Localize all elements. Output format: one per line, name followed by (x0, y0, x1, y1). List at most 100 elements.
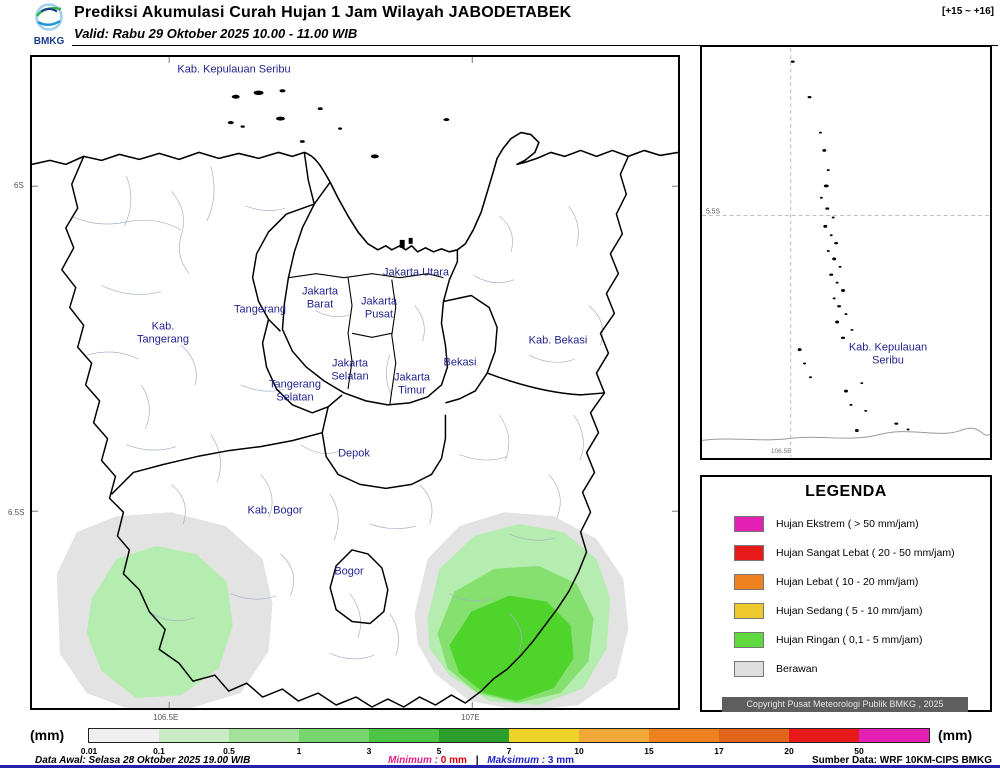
scale-tick-label: 0.1 (153, 746, 165, 756)
page-title: Prediksi Akumulasi Curah Hujan 1 Jam Wil… (74, 4, 572, 21)
graticule-ticks (32, 57, 678, 708)
scale-tick-label: 17 (714, 746, 724, 756)
scale-tick-label: 5 (436, 746, 442, 756)
scale-tick-label: 0.5 (223, 746, 235, 756)
lat-label-6s: 6S (14, 181, 24, 190)
scale-tick-label: 3 (366, 746, 372, 756)
scale-segment (369, 729, 439, 742)
scale-tick-label: 50 (854, 746, 864, 756)
scale-unit-left: (mm) (30, 727, 65, 743)
scale-segment (859, 729, 929, 742)
footer-max-value: 3 mm (547, 755, 574, 766)
inset-lat-label: 5.5S (706, 209, 721, 216)
map-label-tangerang-selatan: Tangerang Selatan (269, 378, 321, 403)
legend-item-ekstrem: Hujan Ekstrem ( > 50 mm/jam) (734, 516, 919, 532)
legend-item-ringan: Hujan Ringan ( 0,1 - 5 mm/jam) (734, 632, 922, 648)
legend-label-sedang: Hujan Sedang ( 5 - 10 mm/jam) (776, 605, 923, 617)
main-map-canvas (32, 57, 678, 708)
map-label-depok: Depok (338, 447, 370, 460)
legend-label-sangat-lebat: Hujan Sangat Lebat ( 20 - 50 mm/jam) (776, 547, 955, 559)
scale-tick-label: 15 (644, 746, 654, 756)
map-label-jakarta-pusat: Jakarta Pusat (360, 295, 398, 320)
valid-subtitle: Valid: Rabu 29 Oktober 2025 10.00 - 11.0… (74, 26, 358, 41)
main-map: Kab. Kepulauan Seribu Jakarta Utara Jaka… (30, 55, 680, 710)
map-label-kepulauan-seribu: Kab. Kepulauan Seribu (177, 63, 291, 76)
admin-boundaries (61, 152, 629, 708)
lon-label-106-5e: 106.5E (153, 713, 179, 722)
rain-patches (86, 524, 611, 706)
footer-source: Sumber Data: WRF 10KM-CIPS BMKG (811, 755, 992, 766)
scale-segment (719, 729, 789, 742)
bmkg-logo: BMKG (26, 2, 72, 48)
scale-segment (789, 729, 859, 742)
inset-map-canvas: 5.5S 106.5E (702, 47, 990, 458)
legend-panel: LEGENDA Hujan Ekstrem ( > 50 mm/jam) Huj… (700, 475, 992, 712)
legend-swatch-sangat-lebat (734, 545, 764, 561)
legend-swatch-ringan (734, 632, 764, 648)
scale-segment (89, 729, 159, 742)
scale-tick-label: 1 (296, 746, 302, 756)
legend-title: LEGENDA (805, 483, 887, 500)
scale-tick-label: 0.01 (80, 746, 98, 756)
legend-item-berawan: Berawan (734, 661, 817, 677)
inset-map-kepulauan-seribu: 5.5S 106.5E Kab. Kepulauan Seribu (700, 45, 992, 460)
map-label-kab-tangerang: Kab. Tangerang (137, 320, 189, 345)
copyright-bar: Copyright Pusat Meteorologi Publik BMKG … (722, 697, 968, 712)
legend-item-sangat-lebat: Hujan Sangat Lebat ( 20 - 50 mm/jam) (734, 545, 955, 561)
district-boundaries (71, 166, 604, 660)
legend-label-ekstrem: Hujan Ekstrem ( > 50 mm/jam) (776, 518, 919, 530)
scale-segment (509, 729, 579, 742)
footer-min-max: Minimum : 0 mm | Maksimum : 3 mm (388, 755, 574, 766)
map-label-jakarta-timur: Jakarta Timur (393, 371, 431, 396)
footer-min-label: Minimum : (388, 755, 438, 766)
legend-label-lebat: Hujan Lebat ( 10 - 20 mm/jam) (776, 576, 919, 588)
bmkg-logo-graphic: BMKG (34, 3, 65, 47)
scale-bar-segments (89, 729, 929, 742)
legend-swatch-lebat (734, 574, 764, 590)
footer-separator: | (475, 755, 479, 766)
map-label-jakarta-utara: Jakarta Utara (382, 266, 450, 279)
legend-swatch-ekstrem (734, 516, 764, 532)
bmkg-logo-text: BMKG (34, 36, 65, 47)
legend-item-sedang: Hujan Sedang ( 5 - 10 mm/jam) (734, 603, 922, 619)
scale-segment (299, 729, 369, 742)
inset-lon-label: 106.5E (771, 448, 791, 455)
islands (227, 89, 450, 248)
map-label-bogor: Bogor (334, 565, 364, 578)
inset-label-kepulauan-seribu: Kab. Kepulauan Seribu (848, 341, 928, 366)
scale-segment (159, 729, 229, 742)
jakarta-internal-boundaries (288, 273, 444, 405)
lon-label-107e: 107E (461, 713, 480, 722)
map-label-kab-bekasi: Kab. Bekasi (528, 334, 588, 347)
map-label-jakarta-barat: Jakarta Barat (301, 285, 339, 310)
scale-tick-label: 7 (506, 746, 512, 756)
scale-segment (649, 729, 719, 742)
scale-unit-right: (mm) (938, 727, 973, 743)
inset-gridlines (702, 47, 990, 458)
scale-segment (439, 729, 509, 742)
bottom-divider (0, 765, 1000, 768)
legend-label-ringan: Hujan Ringan ( 0,1 - 5 mm/jam) (776, 634, 923, 646)
scale-tick-label: 20 (784, 746, 794, 756)
legend-label-berawan: Berawan (776, 663, 818, 675)
footer-data-awal: Data Awal: Selasa 28 Oktober 2025 19.00 … (35, 755, 251, 766)
legend-swatch-sedang (734, 603, 764, 619)
footer-max-label: Maksimum : (487, 755, 546, 766)
legend-swatch-berawan (734, 661, 764, 677)
map-label-kab-bogor: Kab. Bogor (247, 504, 303, 517)
scale-segment (579, 729, 649, 742)
footer-min-value: 0 mm (440, 755, 467, 766)
scale-segment (229, 729, 299, 742)
scale-tick-label: 10 (574, 746, 584, 756)
forecast-hour-range: [+15 ~ +16] (942, 6, 994, 17)
map-label-tangerang: Tangerang (234, 303, 286, 316)
coastline (32, 131, 678, 253)
map-label-bekasi: Bekasi (443, 356, 477, 369)
lat-label-6-5s: 6.5S (8, 508, 25, 517)
map-label-jakarta-selatan: Jakarta Selatan (331, 357, 369, 382)
inset-islands (790, 60, 910, 433)
scale-bar: 0.01 0.1 0.5 1 3 5 7 10 15 17 20 50 (81, 728, 930, 756)
legend-item-lebat: Hujan Lebat ( 10 - 20 mm/jam) (734, 574, 918, 590)
header-divider (72, 45, 998, 46)
scale-bar-ticks: 0.01 0.1 0.5 1 3 5 7 10 15 17 20 50 (81, 744, 929, 756)
